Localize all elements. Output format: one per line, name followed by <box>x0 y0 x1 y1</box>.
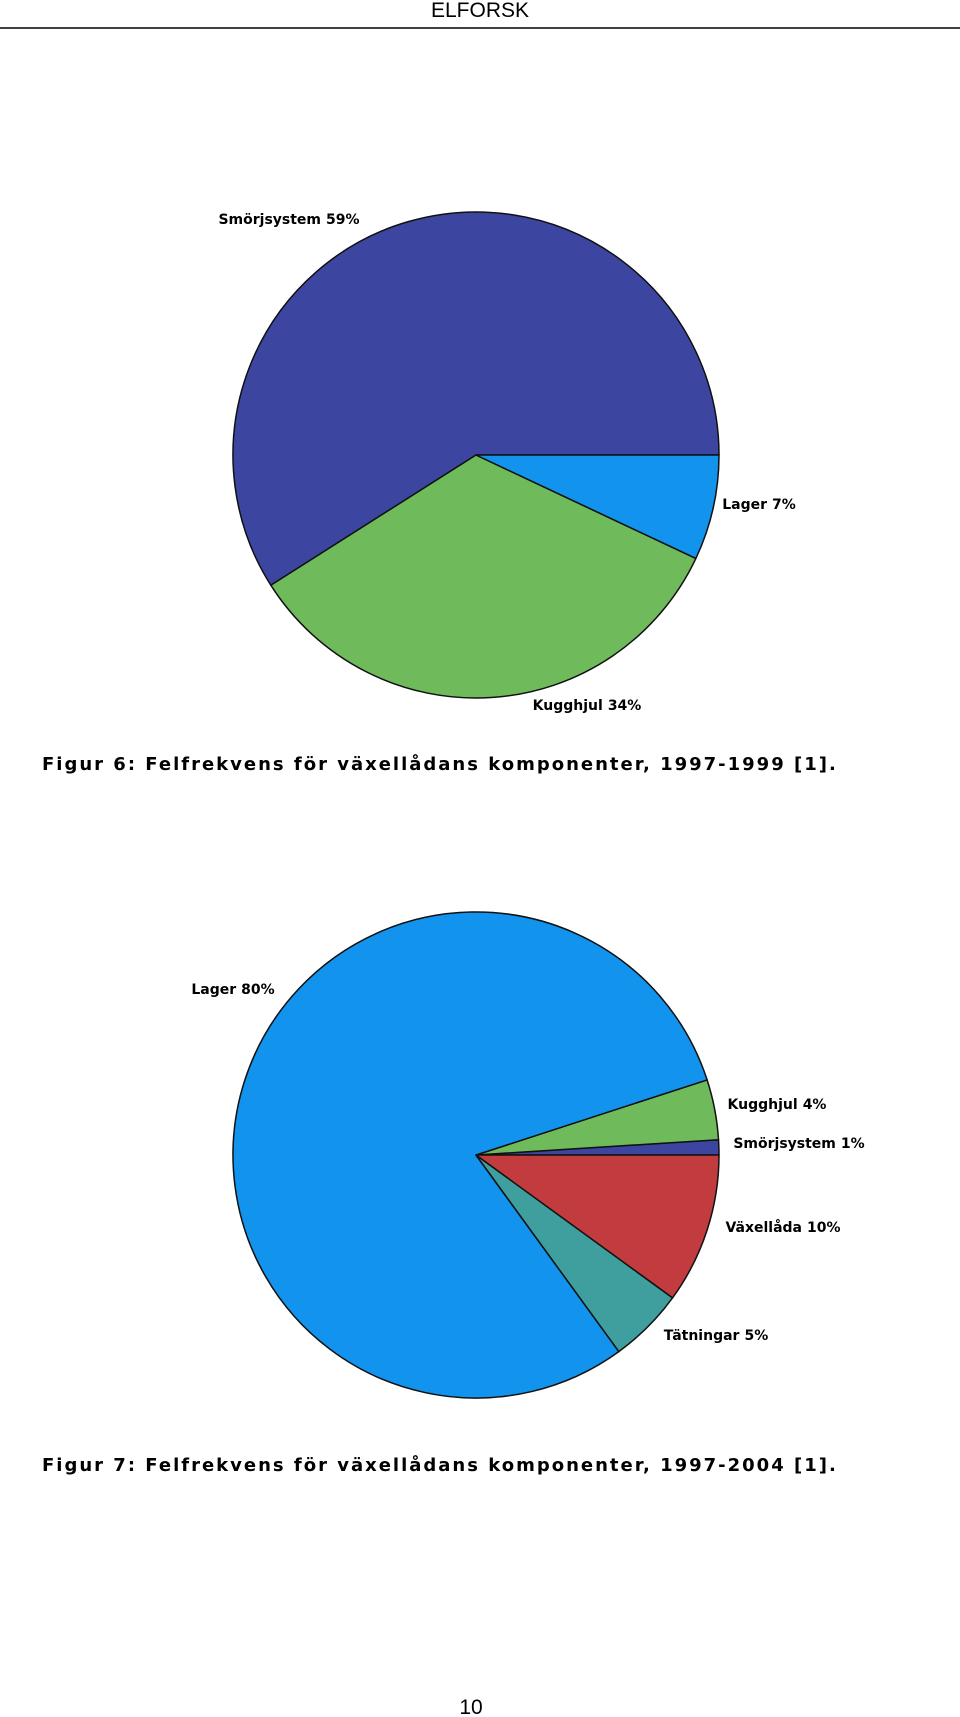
slice-value: 59% <box>326 212 360 228</box>
slice-value: 7% <box>772 497 796 513</box>
slice-name: Tätningar <box>664 1328 740 1344</box>
slice-label: Växellåda 10% <box>725 1219 840 1236</box>
slice-label: Smörjsystem 59% <box>218 212 359 228</box>
pie-slice <box>475 454 720 560</box>
pie-slice <box>270 454 697 699</box>
slice-label: Smörjsystem 1% <box>733 1136 864 1152</box>
pie-slice <box>232 211 720 586</box>
slice-name: Lager <box>722 497 767 513</box>
slice-name: Smörjsystem <box>733 1136 836 1152</box>
slice-label: Kugghjul 34% <box>533 698 642 714</box>
slice-value: 34% <box>608 698 642 714</box>
slice-label: Lager 7% <box>722 497 796 513</box>
page-number: 10 <box>459 1696 482 1717</box>
pie-slice <box>232 911 708 1399</box>
slice-value: 80% <box>241 982 275 998</box>
slice-value: 1% <box>841 1136 865 1152</box>
slice-label: Tätningar 5% <box>664 1328 768 1344</box>
caption: Figur 6: Felfrekvens för växellådans kom… <box>42 753 838 775</box>
slice-value: 5% <box>744 1328 768 1344</box>
pie-slice <box>475 1154 720 1299</box>
slice-name: Växellåda <box>725 1219 802 1236</box>
slice-value: 10% <box>807 1220 841 1236</box>
caption: Figur 7: Felfrekvens för växellådans kom… <box>42 1454 838 1476</box>
slice-name: Kugghjul <box>728 1097 798 1113</box>
slice-name: Lager <box>191 982 236 998</box>
slice-label: Kugghjul 4% <box>728 1097 827 1113</box>
slice-name: Kugghjul <box>533 698 603 714</box>
slice-name: Smörjsystem <box>218 212 321 228</box>
slice-label: Lager 80% <box>191 982 274 998</box>
slice-value: 4% <box>803 1097 827 1113</box>
header: ELFORSK <box>431 0 529 22</box>
